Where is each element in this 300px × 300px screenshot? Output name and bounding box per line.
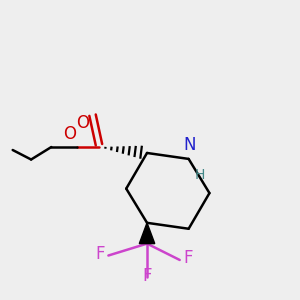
Text: O: O [76,114,89,132]
Text: O: O [63,125,76,143]
Text: F: F [142,267,152,285]
Text: F: F [183,250,193,268]
Polygon shape [139,223,155,244]
Text: H: H [195,168,205,182]
Text: N: N [184,136,197,154]
Text: F: F [95,245,105,263]
